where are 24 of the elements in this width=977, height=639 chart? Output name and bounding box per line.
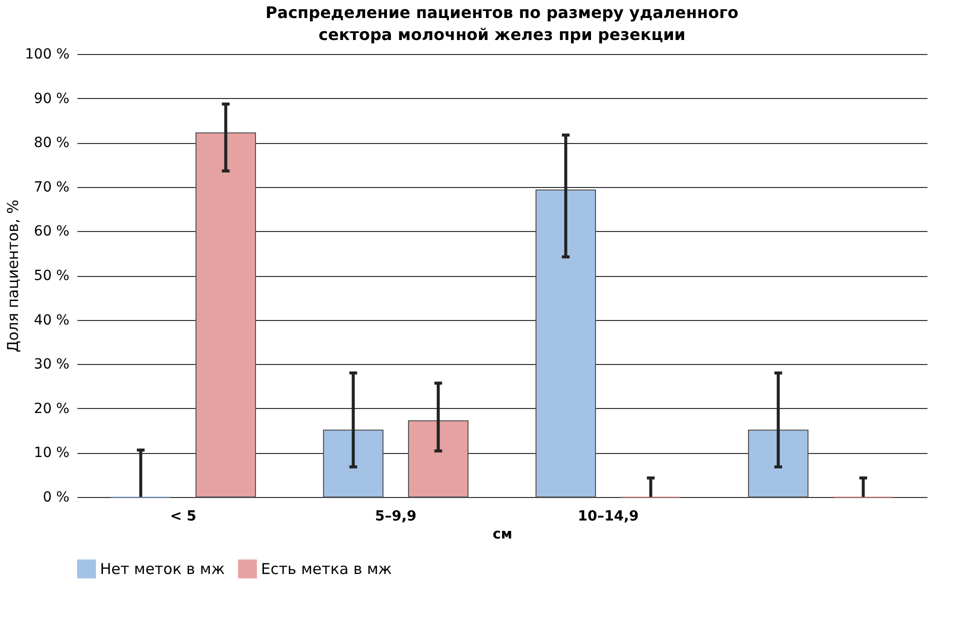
y-tick-label: 10 % [34,445,70,462]
y-tick-label: 0 % [42,490,70,506]
bar [536,190,596,498]
x-axis-title: см [492,526,512,542]
y-tick-label: 30 % [34,356,70,373]
y-tick-label: 50 % [34,268,70,284]
bar [323,430,384,498]
legend-label: Нет меток в мж [100,560,225,578]
y-tick-label: 20 % [34,400,70,417]
bar [748,430,808,498]
chart-title: Распределение пациентов по размеру удаленного сектора молочной желез при резекции [266,3,738,44]
y-tick-label: 80 % [34,135,70,152]
y-tick-label: 90 % [34,90,70,107]
bar [196,132,256,498]
y-tick-label: 70 % [34,179,70,196]
legend-label: Есть метка в мж [261,560,392,578]
x-tick-label: 5–9,9 [374,508,417,524]
y-tick-label: 60 % [34,224,70,240]
y-tick-label: 40 % [34,312,70,328]
x-tick-label: 10–14,9 [578,508,639,524]
y-axis-title: Доля пациентов, % [4,200,22,352]
bar [408,420,468,498]
x-tick-label: < 5 [170,508,196,524]
y-tick-label: 100 % [25,46,70,62]
